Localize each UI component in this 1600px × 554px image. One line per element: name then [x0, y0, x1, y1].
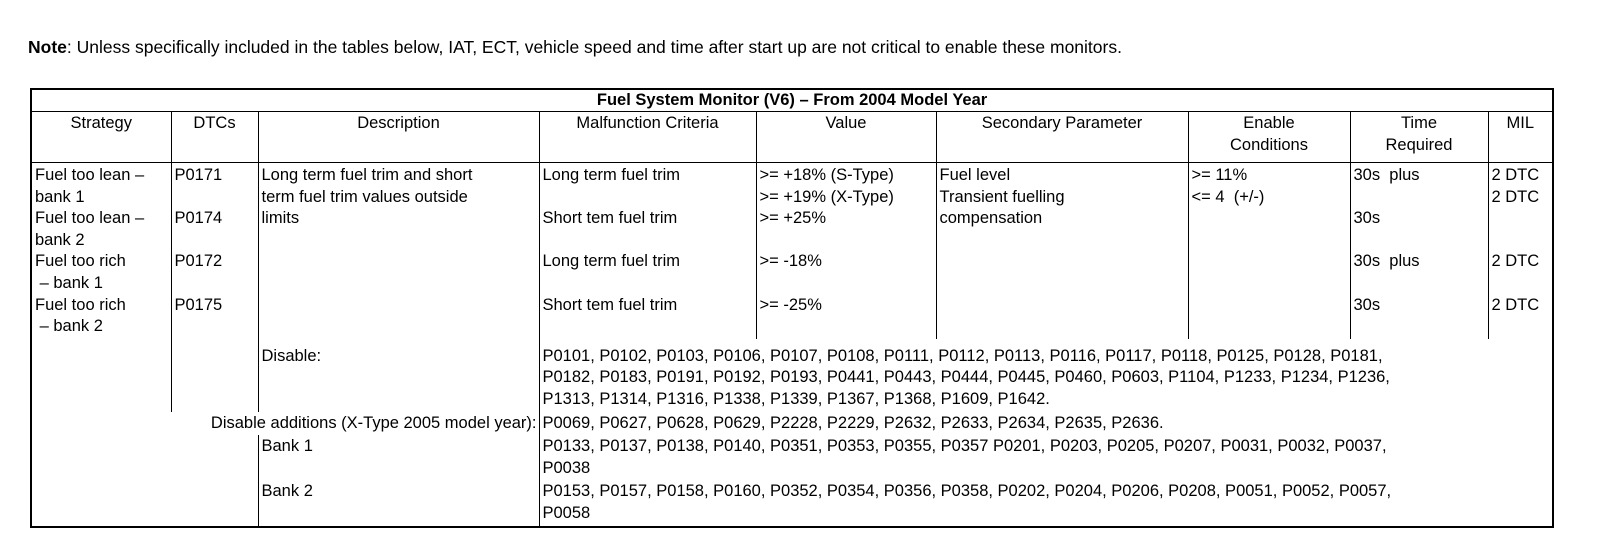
bank1-row: Bank 1 P0133, P0137, P0138, P0140, P0351…	[31, 435, 1554, 481]
cell-bank1-empty	[31, 435, 258, 480]
disable-row: Disable: P0101, P0102, P0103, P0106, P01…	[31, 338, 1554, 412]
cell-empty-strategy	[31, 339, 171, 412]
cell-mil: 2 DTC 2 DTC 2 DTC 2 DTC	[1487, 162, 1554, 339]
cell-secondary-parameter: Fuel level Transient fuelling compensati…	[935, 162, 1188, 339]
cell-time-required: 30s plus 30s 30s plus 30s	[1349, 162, 1488, 339]
cell-bank1-label: Bank 1	[257, 435, 539, 481]
col-header-secondary-parameter: Secondary Parameter	[935, 111, 1188, 163]
col-header-dtcs: DTCs	[170, 111, 258, 163]
cell-strategy: Fuel too lean – bank 1 Fuel too lean – b…	[35, 166, 145, 336]
col-header-strategy: Strategy	[31, 111, 171, 163]
main-data-row: Fuel too lean – bank 1 Fuel too lean – b…	[31, 162, 1554, 339]
col-header-description: Description	[257, 111, 539, 163]
table-title: Fuel System Monitor (V6) – From 2004 Mod…	[31, 89, 1554, 112]
cell-disable-label: Disable:	[257, 338, 539, 412]
disable-additions-row: Disable additions (X-Type 2005 model yea…	[31, 411, 1554, 436]
col-header-mil: MIL	[1487, 111, 1554, 163]
title-row: Fuel System Monitor (V6) – From 2004 Mod…	[31, 89, 1554, 112]
note-text: : Unless specifically included in the ta…	[66, 36, 1122, 57]
cell-enable-conditions: >= 11% <= 4 (+/-)	[1187, 162, 1350, 339]
fuel-system-monitor-table: Fuel System Monitor (V6) – From 2004 Mod…	[30, 88, 1555, 528]
col-header-malfunction-criteria: Malfunction Criteria	[538, 111, 756, 163]
note: Note: Unless specifically included in th…	[28, 36, 1122, 58]
col-header-value: Value	[755, 111, 936, 163]
cell-bank2-empty	[31, 480, 258, 526]
cell-empty-dtcs	[170, 338, 258, 412]
note-label: Note	[28, 36, 67, 57]
cell-description: Long term fuel trim and short term fuel …	[257, 162, 539, 339]
cell-dtcs: P0171 P0174 P0172 P0175	[170, 162, 258, 339]
cell-malfunction-criteria: Long term fuel trim Short tem fuel trim …	[538, 162, 756, 339]
cell-bank1-codes: P0133, P0137, P0138, P0140, P0351, P0353…	[538, 435, 1554, 481]
cell-disable-codes: P0101, P0102, P0103, P0106, P0107, P0108…	[538, 338, 1554, 412]
cell-bank2-codes: P0153, P0157, P0158, P0160, P0352, P0354…	[538, 480, 1554, 527]
bank2-row: Bank 2 P0153, P0157, P0158, P0160, P0352…	[31, 480, 1554, 527]
cell-disable-additions-codes: P0069, P0627, P0628, P0629, P2228, P2229…	[538, 411, 1554, 436]
cell-value: >= +18% (S-Type) >= +19% (X-Type) >= +25…	[755, 162, 936, 339]
cell-disable-additions-label: Disable additions (X-Type 2005 model yea…	[210, 413, 537, 432]
col-header-time-required: Time Required	[1349, 111, 1488, 163]
col-header-enable-conditions: Enable Conditions	[1187, 111, 1350, 163]
header-row: Strategy DTCs Description Malfunction Cr…	[31, 111, 1554, 163]
cell-bank2-label: Bank 2	[257, 480, 539, 527]
